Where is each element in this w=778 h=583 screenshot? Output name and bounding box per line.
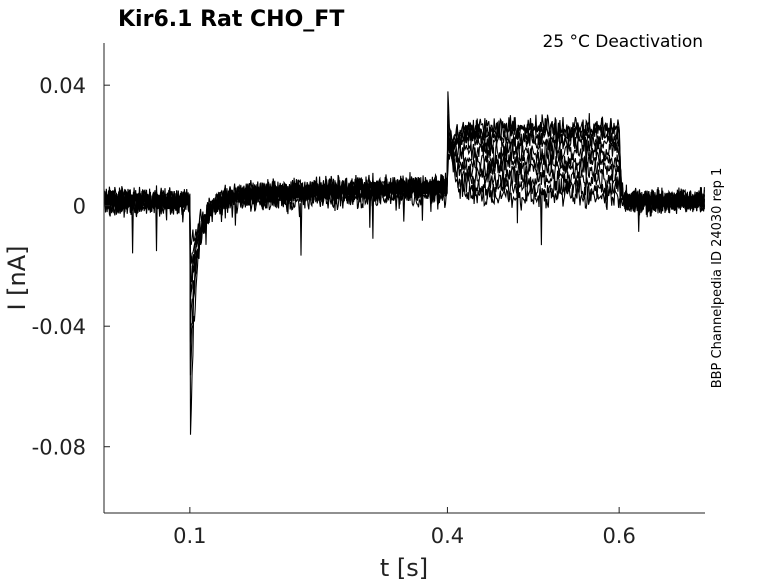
plot-area: 0.04 0 -0.04 -0.08 0.1 0.4 0.6 bbox=[32, 43, 705, 548]
x-tick-label: 0.1 bbox=[173, 524, 206, 548]
sweep-trace bbox=[103, 123, 705, 343]
chart-annotation: 25 °C Deactivation bbox=[542, 32, 703, 52]
x-tick-label: 0.4 bbox=[431, 524, 464, 548]
x-axis-ticks: 0.1 0.4 0.6 bbox=[173, 507, 636, 548]
y-axis-ticks: 0.04 0 -0.04 -0.08 bbox=[32, 74, 110, 460]
x-tick-label: 0.6 bbox=[602, 524, 635, 548]
y-tick-label: -0.08 bbox=[32, 436, 86, 460]
y-tick-label: -0.04 bbox=[32, 315, 86, 339]
sweep-trace bbox=[103, 117, 705, 264]
y-axis-label: I [nA] bbox=[3, 245, 31, 310]
sweep-traces bbox=[103, 91, 705, 435]
y-tick-label: 0 bbox=[73, 195, 86, 219]
sweep-trace bbox=[103, 113, 705, 246]
x-axis-label: t [s] bbox=[380, 554, 428, 582]
channelpedia-id-label: BBP Channelpedia ID 24030 rep 1 bbox=[710, 168, 725, 389]
y-tick-label: 0.04 bbox=[39, 74, 86, 98]
chart-title: Kir6.1 Rat CHO_FT bbox=[118, 7, 344, 32]
